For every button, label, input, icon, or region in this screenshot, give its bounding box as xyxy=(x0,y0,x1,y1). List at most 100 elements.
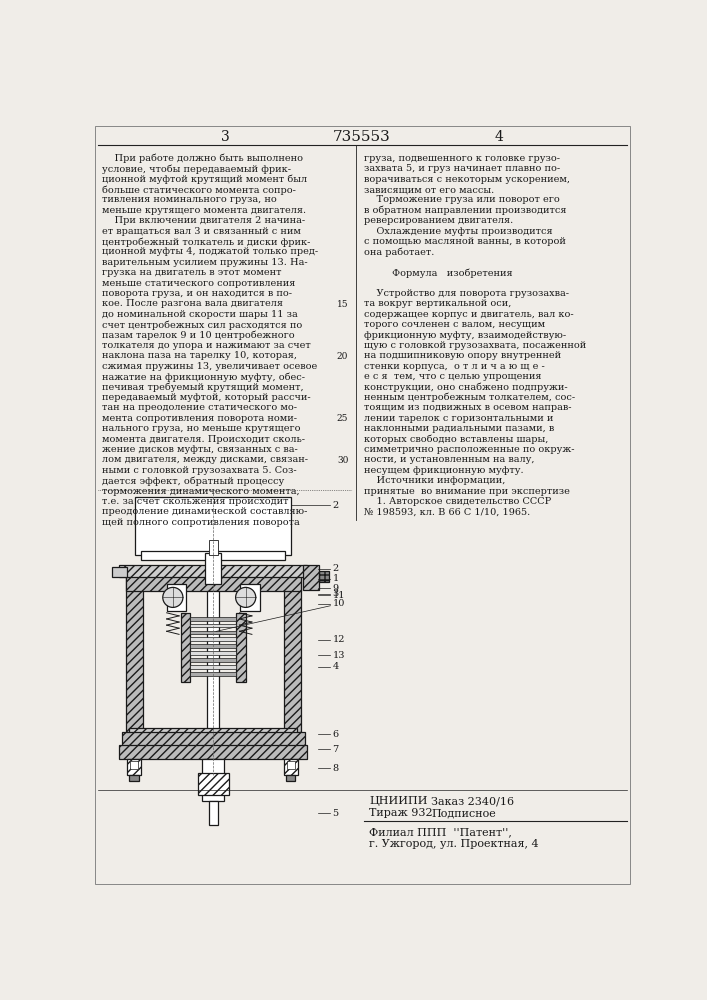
Text: г. Ужгород, ул. Проектная, 4: г. Ужгород, ул. Проектная, 4 xyxy=(369,839,539,849)
Bar xyxy=(190,672,236,676)
Bar xyxy=(126,574,300,591)
Text: Тираж 932: Тираж 932 xyxy=(369,808,433,818)
Bar xyxy=(190,631,236,634)
Text: сжимая пружины 13, увеличивает осевое: сжимая пружины 13, увеличивает осевое xyxy=(103,362,317,371)
Text: 1: 1 xyxy=(332,574,339,583)
Text: щую с головкой грузозахвата, посаженной: щую с головкой грузозахвата, посаженной xyxy=(363,341,586,350)
Text: тан на преодоление статического мо-: тан на преодоление статического мо- xyxy=(103,403,298,412)
Text: кое. После разгона вала двигателя: кое. После разгона вала двигателя xyxy=(103,299,284,308)
Text: та вокруг вертикальной оси,: та вокруг вертикальной оси, xyxy=(363,299,511,308)
Text: содержащее корпус и двигатель, вал ко-: содержащее корпус и двигатель, вал ко- xyxy=(363,310,573,319)
Text: симметрично расположенные по окруж-: симметрично расположенные по окруж- xyxy=(363,445,574,454)
Text: При работе должно быть выполнено: При работе должно быть выполнено xyxy=(103,154,303,163)
Text: ненным центробежным толкателем, сос-: ненным центробежным толкателем, сос- xyxy=(363,393,575,402)
Text: на подшипниковую опору внутренней: на подшипниковую опору внутренней xyxy=(363,351,561,360)
Bar xyxy=(141,551,285,560)
Bar xyxy=(190,651,236,655)
Bar xyxy=(190,665,236,669)
Text: лении тарелок с горизонтальными и: лении тарелок с горизонтальными и xyxy=(363,414,553,423)
Text: наклона паза на тарелку 10, которая,: наклона паза на тарелку 10, которая, xyxy=(103,351,298,360)
Text: торможения динамического момента,: торможения динамического момента, xyxy=(103,487,300,496)
Text: нажатие на фрикционную муфту, обес-: нажатие на фрикционную муфту, обес- xyxy=(103,372,305,382)
Bar xyxy=(209,540,218,555)
Text: 5: 5 xyxy=(332,808,339,818)
Bar xyxy=(286,774,296,781)
Text: тивления номинального груза, но: тивления номинального груза, но xyxy=(103,195,277,204)
Text: жение дисков муфты, связанных с ва-: жение дисков муфты, связанных с ва- xyxy=(103,445,298,454)
Text: передаваемый муфтой, который рассчи-: передаваемый муфтой, который рассчи- xyxy=(103,393,311,402)
Bar xyxy=(190,658,236,662)
Text: т.е. за счет скольжения происходит: т.е. за счет скольжения происходит xyxy=(103,497,289,506)
Bar xyxy=(167,584,186,611)
Text: несущем фрикционную муфту.: несущем фрикционную муфту. xyxy=(363,466,523,475)
Text: 1. Авторское свидетельство СССР: 1. Авторское свидетельство СССР xyxy=(363,497,551,506)
Text: Охлаждение муфты производится: Охлаждение муфты производится xyxy=(363,227,552,236)
Bar xyxy=(119,565,307,577)
Bar xyxy=(284,574,300,751)
Text: пазам тарелок 9 и 10 центробежного: пазам тарелок 9 и 10 центробежного xyxy=(103,331,295,340)
Bar xyxy=(287,761,295,769)
Text: № 198593, кл. В 66 С 1/10, 1965.: № 198593, кл. В 66 С 1/10, 1965. xyxy=(363,507,530,516)
Text: печивая требуемый крутящий момент,: печивая требуемый крутящий момент, xyxy=(103,383,304,392)
Text: 8: 8 xyxy=(332,764,339,773)
Text: счет центробежных сил расходятся по: счет центробежных сил расходятся по xyxy=(103,320,303,330)
Bar xyxy=(303,565,319,590)
Bar xyxy=(198,773,228,795)
Bar xyxy=(112,567,127,577)
Bar xyxy=(190,617,236,620)
Text: 15: 15 xyxy=(337,300,349,309)
Text: центробежный толкатель и диски фрик-: центробежный толкатель и диски фрик- xyxy=(103,237,310,247)
Text: преодоление динамической составляю-: преодоление динамической составляю- xyxy=(103,507,308,516)
Text: стенки корпуса,  о т л и ч а ю щ е -: стенки корпуса, о т л и ч а ю щ е - xyxy=(363,362,544,371)
Text: реверсированием двигателя.: реверсированием двигателя. xyxy=(363,216,513,225)
Text: Подписное: Подписное xyxy=(431,808,496,818)
Text: Формула   изобретения: Формула изобретения xyxy=(363,268,512,278)
Text: до номинальной скорости шары 11 за: до номинальной скорости шары 11 за xyxy=(103,310,298,319)
Text: груза, подвешенного к головке грузо-: груза, подвешенного к головке грузо- xyxy=(363,154,559,163)
Text: условие, чтобы передаваемый фрик-: условие, чтобы передаваемый фрик- xyxy=(103,164,291,174)
Text: конструкции, оно снабжено подпружи-: конструкции, оно снабжено подпружи- xyxy=(363,383,567,392)
Bar xyxy=(207,761,215,769)
Bar xyxy=(206,774,216,781)
Text: ционной муфты 4, поджатой только пред-: ционной муфты 4, поджатой только пред- xyxy=(103,247,318,256)
Text: которых свободно вставлены шары,: которых свободно вставлены шары, xyxy=(363,435,548,444)
Bar xyxy=(190,644,236,648)
Text: варительным усилием пружины 13. На-: варительным усилием пружины 13. На- xyxy=(103,258,308,267)
Text: 3: 3 xyxy=(221,130,230,144)
Circle shape xyxy=(163,587,183,607)
Text: фрикционную муфту, взаимодействую-: фрикционную муфту, взаимодействую- xyxy=(363,331,566,340)
Bar xyxy=(236,613,246,682)
Text: Торможение груза или поворот его: Торможение груза или поворот его xyxy=(363,195,559,204)
Text: Источники информации,: Источники информации, xyxy=(363,476,505,485)
Text: нального груза, но меньше крутящего: нального груза, но меньше крутящего xyxy=(103,424,300,433)
Text: с помощью масляной ванны, в которой: с помощью масляной ванны, в которой xyxy=(363,237,566,246)
Text: Заказ 2340/16: Заказ 2340/16 xyxy=(431,796,514,806)
Bar xyxy=(122,732,305,746)
Bar xyxy=(126,574,143,751)
Bar xyxy=(190,637,236,641)
Text: поворота груза, и он находится в по-: поворота груза, и он находится в по- xyxy=(103,289,292,298)
Bar xyxy=(180,613,190,682)
Text: ционной муфтой крутящий момент был: ционной муфтой крутящий момент был xyxy=(103,175,308,184)
Text: щей полного сопротивления поворота: щей полного сопротивления поворота xyxy=(103,518,300,527)
Bar xyxy=(209,801,218,825)
Text: ворачиваться с некоторым ускорением,: ворачиваться с некоторым ускорением, xyxy=(363,175,570,184)
Bar xyxy=(206,553,221,584)
Bar xyxy=(319,571,329,582)
Bar xyxy=(127,759,141,774)
Text: грузка на двигатель в этот момент: грузка на двигатель в этот момент xyxy=(103,268,282,277)
Text: Филиал ППП  ''Патент'',: Филиал ППП ''Патент'', xyxy=(369,827,512,837)
Text: момента двигателя. Происходит сколь-: момента двигателя. Происходит сколь- xyxy=(103,435,305,444)
Text: 25: 25 xyxy=(337,414,349,423)
Text: е с я  тем, что с целью упрощения: е с я тем, что с целью упрощения xyxy=(363,372,541,381)
Circle shape xyxy=(235,587,256,607)
Text: 10: 10 xyxy=(332,599,345,608)
Text: 4: 4 xyxy=(495,130,503,144)
Text: лом двигателя, между дисками, связан-: лом двигателя, между дисками, связан- xyxy=(103,455,308,464)
Text: принятые  во внимание при экспертизе: принятые во внимание при экспертизе xyxy=(363,487,569,496)
Text: 735553: 735553 xyxy=(333,130,391,144)
Text: 20: 20 xyxy=(337,352,349,361)
Bar xyxy=(135,497,291,555)
Bar xyxy=(207,591,219,730)
Text: 9: 9 xyxy=(332,584,339,593)
